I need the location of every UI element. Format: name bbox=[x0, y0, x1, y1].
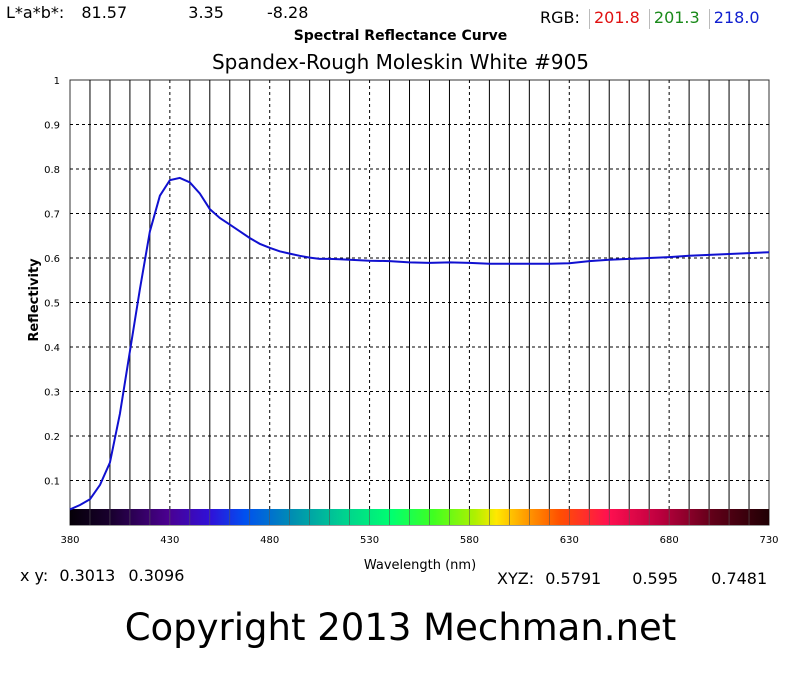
y-chromaticity: 0.3096 bbox=[128, 566, 185, 585]
rgb-r-value: 201.8 bbox=[593, 8, 640, 27]
x-tick-label: 630 bbox=[560, 535, 579, 546]
y-tick-label: 0.6 bbox=[44, 254, 60, 265]
rgb-separator bbox=[648, 8, 650, 29]
x-tick-label: 680 bbox=[660, 535, 679, 546]
x-tick-label: 430 bbox=[160, 535, 179, 546]
lab-label: L*a*b*: bbox=[6, 3, 65, 22]
xyz-readout: XYZ: 0.5791 0.595 0.7481 bbox=[497, 569, 767, 588]
y-tick-label: 0.7 bbox=[44, 210, 60, 221]
chart-title: Spandex-Rough Moleskin White #905 bbox=[211, 50, 590, 74]
header-title: Spectral Reflectance Curve bbox=[293, 28, 508, 44]
copyright-notice: Copyright 2013 Mechman.net bbox=[124, 606, 677, 649]
x-tick-label: 380 bbox=[60, 535, 79, 546]
y-axis-label: Reflectivity bbox=[27, 258, 42, 342]
grid bbox=[70, 80, 769, 509]
rgb-separator bbox=[708, 8, 710, 29]
xyz-z-value: 0.7481 bbox=[711, 569, 768, 588]
rgb-label: RGB: bbox=[540, 8, 580, 27]
x-tick-label: 530 bbox=[360, 535, 379, 546]
reflectance-chart: 0.1 0.2 0.3 0.4 0.5 0.6 0.7 0.8 0.9 1 380 430 480 53… bbox=[27, 76, 779, 573]
x-tick-label: 730 bbox=[759, 535, 778, 546]
y-tick-label: 0.3 bbox=[44, 388, 60, 399]
x-tick-label: 480 bbox=[260, 535, 279, 546]
y-tick-label: 0.1 bbox=[44, 477, 60, 488]
y-tick-label: 1 bbox=[54, 76, 60, 87]
spectrum-bar-ticks bbox=[89, 509, 750, 525]
rgb-b-value: 218.0 bbox=[713, 8, 760, 27]
xyz-label: XYZ: bbox=[497, 569, 535, 588]
y-tick-label: 0.8 bbox=[44, 165, 60, 176]
x-axis-label: Wavelength (nm) bbox=[364, 558, 476, 573]
y-tick-labels: 0.1 0.2 0.3 0.4 0.5 0.6 0.7 0.8 0.9 1 bbox=[44, 76, 60, 488]
spectrum-bar bbox=[70, 509, 769, 525]
y-tick-label: 0.2 bbox=[44, 432, 60, 443]
y-tick-label: 0.4 bbox=[44, 343, 60, 354]
x-chromaticity: 0.3013 bbox=[59, 566, 116, 585]
x-tick-label: 580 bbox=[460, 535, 479, 546]
reflectance-curve bbox=[69, 176, 770, 511]
lab-b-value: -8.28 bbox=[266, 3, 309, 22]
lab-readout: L*a*b*: 81.57 3.35 -8.28 bbox=[6, 3, 308, 22]
y-tick-label: 0.5 bbox=[44, 299, 60, 310]
lab-l-value: 81.57 bbox=[81, 3, 128, 22]
xy-label: x y: bbox=[20, 566, 49, 585]
rgb-readout: RGB: 201.8 201.3 218.0 bbox=[540, 8, 760, 29]
rgb-separator bbox=[588, 8, 590, 29]
rgb-g-value: 201.3 bbox=[653, 8, 700, 27]
x-tick-labels: 380 430 480 530 580 630 680 730 bbox=[60, 535, 778, 546]
y-tick-label: 0.9 bbox=[44, 121, 60, 132]
xy-readout: x y: 0.3013 0.3096 bbox=[20, 566, 184, 585]
lab-a-value: 3.35 bbox=[188, 3, 224, 22]
xyz-y-value: 0.595 bbox=[632, 569, 679, 588]
xyz-x-value: 0.5791 bbox=[545, 569, 602, 588]
